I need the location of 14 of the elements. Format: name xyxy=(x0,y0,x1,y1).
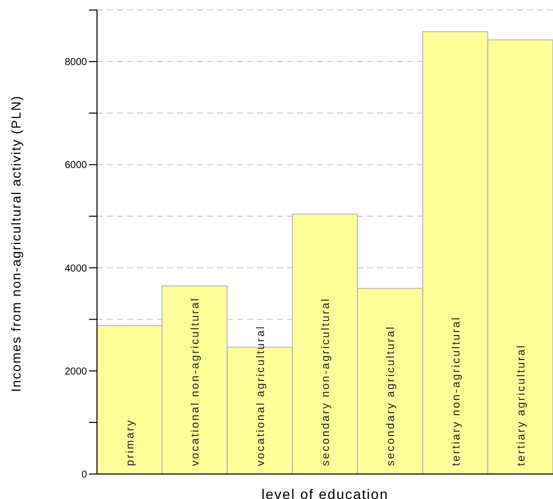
y-tick-label: 6000 xyxy=(64,160,88,172)
y-tick-label: 8000 xyxy=(64,57,88,68)
x-tick-label: vocational non-agricultural xyxy=(190,297,202,466)
x-tick-label: secondary non-agricultural xyxy=(320,297,332,466)
y-tick-label: 4000 xyxy=(64,263,88,274)
x-tick-label: tertiary non-agricultural xyxy=(450,316,462,466)
y-tick-label: 0 xyxy=(81,470,88,481)
y-axis-title: Incomes from non-agricultural activity (PLN) xyxy=(8,95,24,392)
x-tick-label: vocational agricultural xyxy=(254,325,267,466)
x-axis-title: level of education xyxy=(262,486,388,499)
x-tick-label: tertiary agricultural xyxy=(515,344,528,466)
y-tick-label: 2000 xyxy=(64,366,88,378)
x-tick-label: secondary agricultural xyxy=(385,325,398,466)
x-tick-label: primary xyxy=(124,418,137,466)
